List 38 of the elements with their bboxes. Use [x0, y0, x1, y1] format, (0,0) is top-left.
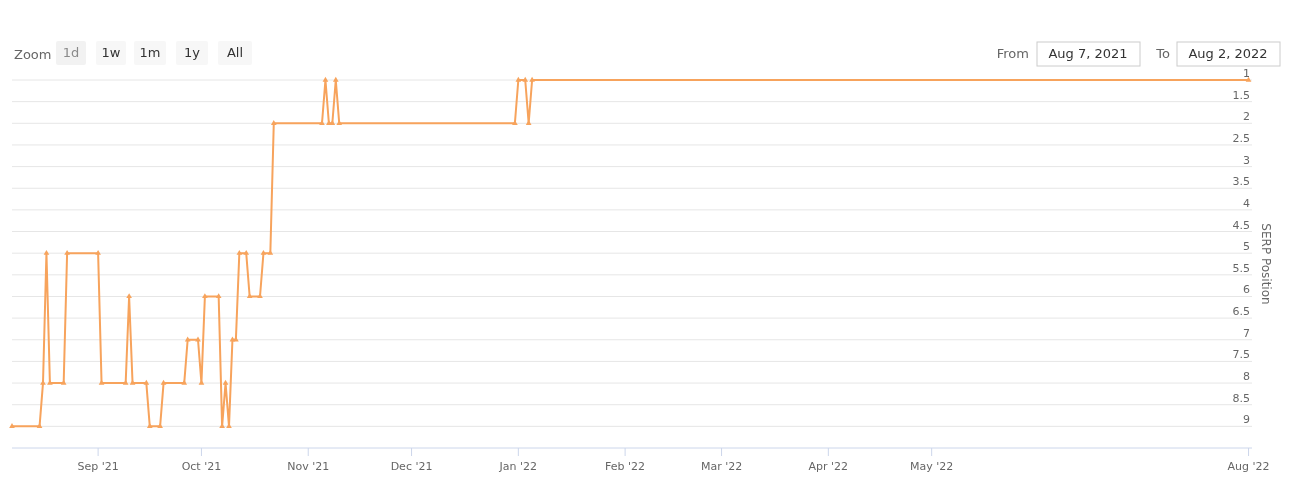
x-tick-label: Aug '22 — [1227, 460, 1270, 473]
y-tick-label: 4.5 — [1232, 218, 1250, 232]
text: Aug 2, 2022 — [1188, 46, 1268, 61]
y-tick-label: 1 — [1243, 67, 1250, 80]
text: From — [996, 46, 1029, 61]
x-tick-label: Feb '22 — [605, 460, 646, 473]
y-tick-label: 1.5 — [1232, 88, 1250, 102]
text: To — [1155, 46, 1171, 61]
y-tick-label: 2.5 — [1232, 131, 1250, 145]
text: Zoom — [14, 47, 52, 62]
y-tick-label: 6.5 — [1232, 305, 1250, 319]
text: Aug 7, 2021 — [1048, 46, 1128, 61]
y-tick-label: 6 — [1243, 283, 1250, 297]
y-tick-label: 4 — [1243, 196, 1250, 210]
text: 1m — [139, 45, 161, 60]
y-tick-label: 7 — [1243, 326, 1250, 340]
text: 1w — [101, 45, 121, 60]
y-axis-title: SERP Position — [1259, 223, 1273, 305]
text: 1y — [184, 45, 201, 60]
x-tick-label: Dec '21 — [390, 460, 433, 473]
y-tick-label: 8.5 — [1232, 391, 1250, 405]
y-tick-label: 2 — [1243, 110, 1250, 124]
x-tick-label: Apr '22 — [808, 460, 849, 473]
y-tick-label: 5.5 — [1232, 261, 1250, 275]
y-tick-label: 3.5 — [1232, 175, 1250, 189]
text: 1d — [62, 45, 80, 60]
x-tick-label: Jan '22 — [498, 460, 538, 473]
x-tick-label: Sep '21 — [77, 460, 119, 473]
x-tick-label: Mar '22 — [700, 460, 743, 473]
y-tick-label: 9 — [1243, 413, 1250, 427]
x-tick-label: Oct '21 — [181, 460, 222, 473]
text: All — [226, 45, 244, 60]
y-tick-label: 7.5 — [1232, 348, 1250, 362]
x-tick-label: May '22 — [910, 460, 954, 473]
y-tick-label: 5 — [1243, 240, 1250, 254]
y-tick-label: 3 — [1243, 153, 1250, 167]
x-tick-label: Nov '21 — [287, 460, 330, 473]
y-tick-label: 8 — [1243, 370, 1250, 384]
